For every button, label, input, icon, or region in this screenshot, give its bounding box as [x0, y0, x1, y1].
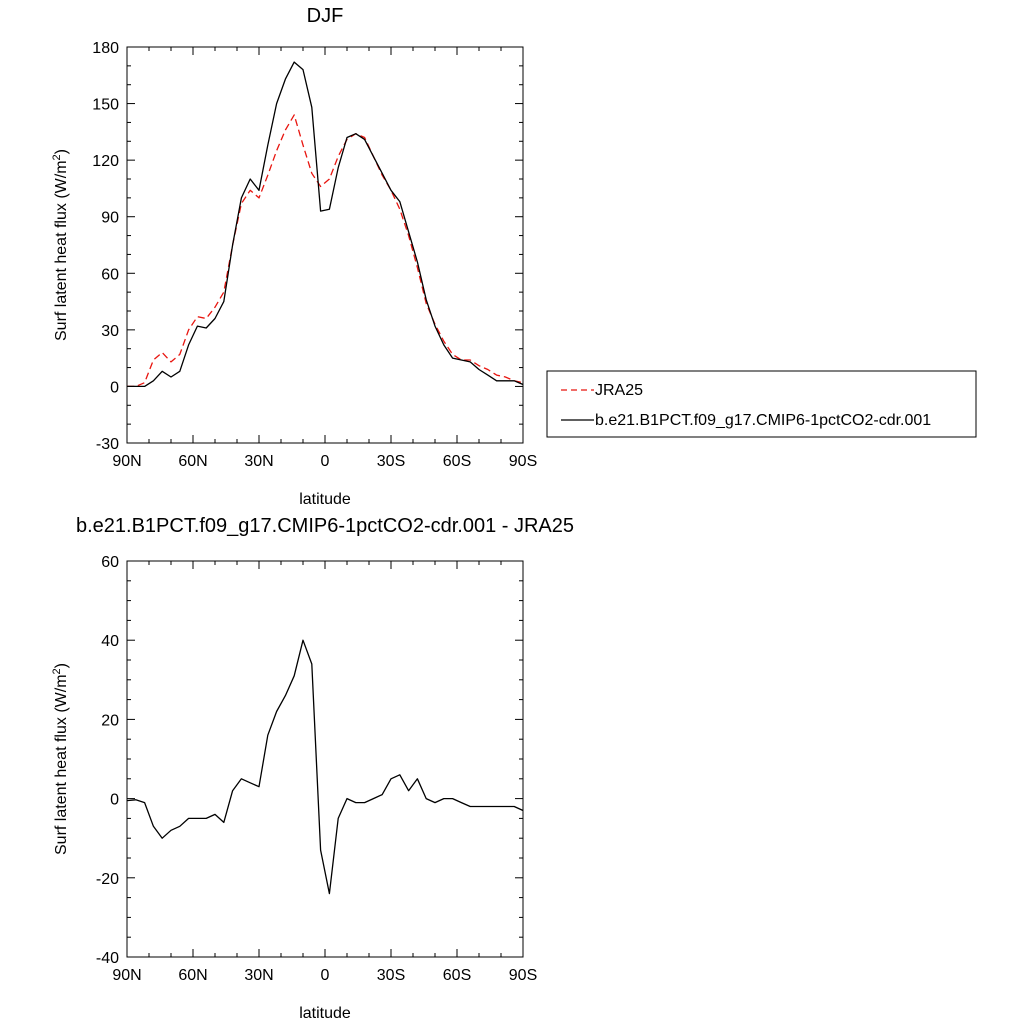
djf-y-axis-label: Surf latent heat flux (W/m2)	[51, 149, 70, 341]
difference-y-tick-label: 40	[101, 633, 119, 650]
difference-y-tick-label: 60	[101, 554, 119, 571]
djf-x-tick-label: 30S	[377, 453, 405, 470]
difference-x-tick-label: 30S	[377, 967, 405, 984]
difference-y-tick-label: -40	[96, 950, 119, 967]
difference-series-group	[126, 639, 524, 895]
djf-chart-title: DJF	[307, 5, 344, 27]
djf-y-tick-label: 30	[101, 323, 119, 340]
difference-x-tick-label: 0	[321, 967, 330, 984]
djf-x-tick-label: 60S	[443, 453, 471, 470]
difference-chart-panel: b.e21.B1PCT.f09_g17.CMIP6-1pctCO2-cdr.00…	[51, 515, 574, 1022]
djf-series-line-jra25	[127, 114, 524, 388]
difference-y-tick-label: -20	[96, 871, 119, 888]
djf-y-tick-label: 150	[92, 97, 119, 114]
difference-x-axis: 90N 60N 30N 0 30S 60S 90S	[112, 561, 537, 984]
difference-x-tick-label: 30N	[244, 967, 273, 984]
djf-y-tick-label: 120	[92, 153, 119, 170]
djf-x-tick-label: 90S	[509, 453, 537, 470]
djf-y-axis: -30 0 30 60 90 120 150 180	[92, 40, 523, 453]
difference-chart-title: b.e21.B1PCT.f09_g17.CMIP6-1pctCO2-cdr.00…	[76, 515, 574, 537]
djf-x-axis-label: latitude	[299, 491, 351, 508]
difference-y-tick-label: 20	[101, 712, 119, 729]
difference-x-tick-label: 90N	[112, 967, 141, 984]
djf-series-group	[127, 61, 524, 388]
djf-y-tick-label: 90	[101, 210, 119, 227]
djf-x-tick-label: 30N	[244, 453, 273, 470]
difference-y-tick-label: 0	[110, 792, 119, 809]
djf-plot-frame	[126, 46, 524, 444]
legend: JRA25 b.e21.B1PCT.f09_g17.CMIP6-1pctCO2-…	[546, 370, 977, 438]
djf-series-line-model	[127, 61, 524, 388]
djf-x-tick-label: 60N	[178, 453, 207, 470]
difference-x-tick-label: 60S	[443, 967, 471, 984]
djf-x-tick-label: 0	[321, 453, 330, 470]
difference-x-tick-label: 90S	[509, 967, 537, 984]
djf-chart-panel: DJF 90N 60N 30N 0 30S 60S 90S -30 0 30 60 90 120 150…	[51, 5, 537, 508]
difference-x-axis-label: latitude	[299, 1005, 351, 1022]
legend-label-jra25: JRA25	[595, 382, 643, 399]
difference-series-line-difference	[126, 639, 524, 895]
legend-label-model: b.e21.B1PCT.f09_g17.CMIP6-1pctCO2-cdr.00…	[595, 412, 931, 429]
djf-y-tick-label: -30	[96, 436, 119, 453]
legend-box	[546, 370, 977, 438]
difference-x-tick-label: 60N	[178, 967, 207, 984]
djf-x-axis: 90N 60N 30N 0 30S 60S 90S	[112, 47, 537, 470]
djf-y-tick-label: 180	[92, 40, 119, 57]
djf-y-tick-label: 0	[110, 379, 119, 396]
difference-y-axis-label: Surf latent heat flux (W/m2)	[51, 663, 70, 855]
difference-y-axis: -40 -20 0 20 40 60	[96, 554, 523, 967]
djf-x-tick-label: 90N	[112, 453, 141, 470]
djf-y-tick-label: 60	[101, 266, 119, 283]
difference-plot-frame	[126, 560, 524, 958]
